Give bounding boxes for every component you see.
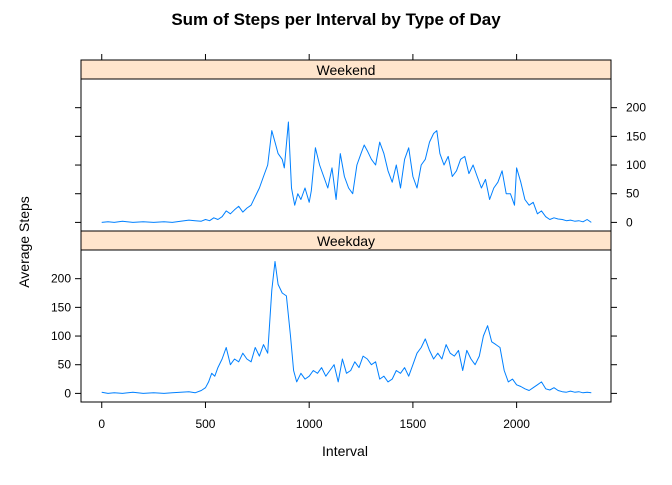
panel-frame [80, 249, 612, 403]
strip-label: Weekend [317, 62, 376, 78]
x-tick-label: 0 [98, 417, 105, 431]
strip-label: Weekday [317, 233, 375, 249]
y-tick-label: 50 [626, 187, 640, 201]
series-line [101, 121, 592, 223]
y-tick-label: 200 [51, 272, 71, 286]
y-tick-label: 50 [58, 358, 72, 372]
x-tick-label: 1000 [296, 417, 323, 431]
chart-title: Sum of Steps per Interval by Type of Day [171, 10, 501, 29]
y-tick-label: 0 [626, 215, 633, 229]
x-tick-label: 500 [195, 417, 215, 431]
y-tick-label: 0 [64, 386, 71, 400]
x-tick-label: 1500 [400, 417, 427, 431]
panel-frame [80, 78, 612, 232]
x-axis-label: Interval [322, 443, 368, 459]
y-axis-label: Average Steps [16, 196, 32, 288]
y-tick-label: 100 [51, 329, 71, 343]
y-tick-label: 200 [626, 101, 646, 115]
panels-group: Weekend Weekday [80, 59, 612, 403]
series-line [101, 261, 592, 394]
y-tick-label: 150 [626, 129, 646, 143]
x-tick-label: 2000 [503, 417, 530, 431]
y-tick-label: 150 [51, 300, 71, 314]
panel-weekend: Weekend [80, 59, 612, 232]
y-tick-label: 100 [626, 158, 646, 172]
panel-weekday: Weekday [80, 230, 612, 403]
